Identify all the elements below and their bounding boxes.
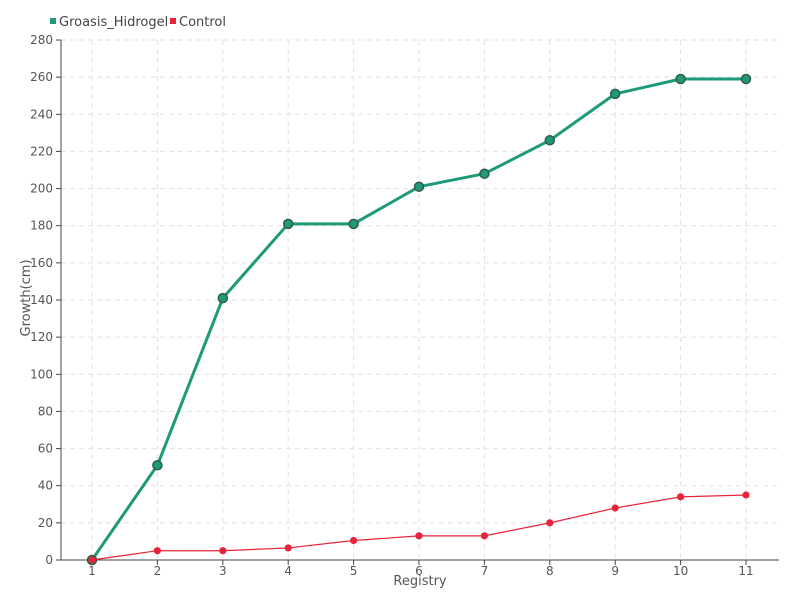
data-point-control xyxy=(546,519,554,527)
legend-swatch-groasis-hidrogel xyxy=(50,18,56,24)
data-point-control xyxy=(742,491,750,499)
y-tick-label: 0 xyxy=(45,553,53,567)
data-point-groasis-hidrogel xyxy=(609,88,621,100)
y-tick-label: 260 xyxy=(30,70,53,84)
data-point-groasis-hidrogel xyxy=(348,218,359,230)
data-point-groasis-hidrogel xyxy=(152,460,163,471)
y-tick-label: 240 xyxy=(30,107,53,121)
x-tick-label: 10 xyxy=(673,564,688,578)
data-point-control xyxy=(350,536,358,545)
data-point-control xyxy=(415,532,423,540)
x-tick-label: 5 xyxy=(350,564,358,578)
y-tick-label: 220 xyxy=(30,144,53,158)
y-tick-label: 40 xyxy=(38,479,53,493)
data-point-control xyxy=(480,532,488,540)
data-point-control xyxy=(284,544,292,552)
axes: 0 20 40 60 80 100 120 140 160 180 200 220 240 260 280 1… xyxy=(30,33,779,578)
y-tick-label: 200 xyxy=(30,182,53,196)
x-tick-label: 3 xyxy=(219,564,227,578)
y-tick-label: 80 xyxy=(38,404,53,418)
data-point-control xyxy=(677,493,685,501)
legend: Groasis_Hidrogel Control xyxy=(50,15,226,30)
y-tick-label: 100 xyxy=(30,367,53,381)
series-groasis-hidrogel xyxy=(86,73,752,566)
x-tick-label: 11 xyxy=(738,564,753,578)
y-axis-title: Growth(cm) xyxy=(19,259,34,336)
x-axis-title: Registry xyxy=(393,574,447,589)
y-tick-label: 60 xyxy=(38,442,53,456)
y-tick-label: 160 xyxy=(30,256,53,270)
grid xyxy=(61,39,779,560)
data-point-control xyxy=(153,547,161,555)
x-tick-label: 8 xyxy=(546,564,554,578)
x-tick-label: 4 xyxy=(284,564,292,578)
data-point-groasis-hidrogel xyxy=(675,73,686,85)
series-layer xyxy=(86,73,752,566)
data-point-groasis-hidrogel xyxy=(217,292,229,304)
data-point-control xyxy=(219,547,227,555)
data-point-groasis-hidrogel xyxy=(544,135,556,146)
y-tick-label: 20 xyxy=(38,516,53,530)
data-point-groasis-hidrogel xyxy=(282,218,294,230)
legend-swatch-control xyxy=(170,18,176,24)
data-point-control xyxy=(611,504,619,512)
x-tick-label: 9 xyxy=(611,564,619,578)
x-tick-label: 6 xyxy=(415,564,423,578)
y-tick-label: 180 xyxy=(30,219,53,233)
x-tick-label: 7 xyxy=(481,564,489,578)
data-point-groasis-hidrogel xyxy=(479,168,490,179)
legend-label-control: Control xyxy=(179,15,226,30)
y-tick-label: 280 xyxy=(30,33,53,47)
data-point-groasis-hidrogel xyxy=(740,73,752,85)
x-tick-label: 1 xyxy=(88,564,96,578)
data-point-groasis-hidrogel xyxy=(413,181,425,192)
x-tick-label: 2 xyxy=(154,564,162,578)
y-tick-label: 140 xyxy=(30,293,53,307)
data-point-control xyxy=(88,556,96,564)
y-tick-label: 120 xyxy=(30,330,53,344)
legend-label-groasis-hidrogel: Groasis_Hidrogel xyxy=(59,15,168,30)
series-control xyxy=(88,491,750,564)
